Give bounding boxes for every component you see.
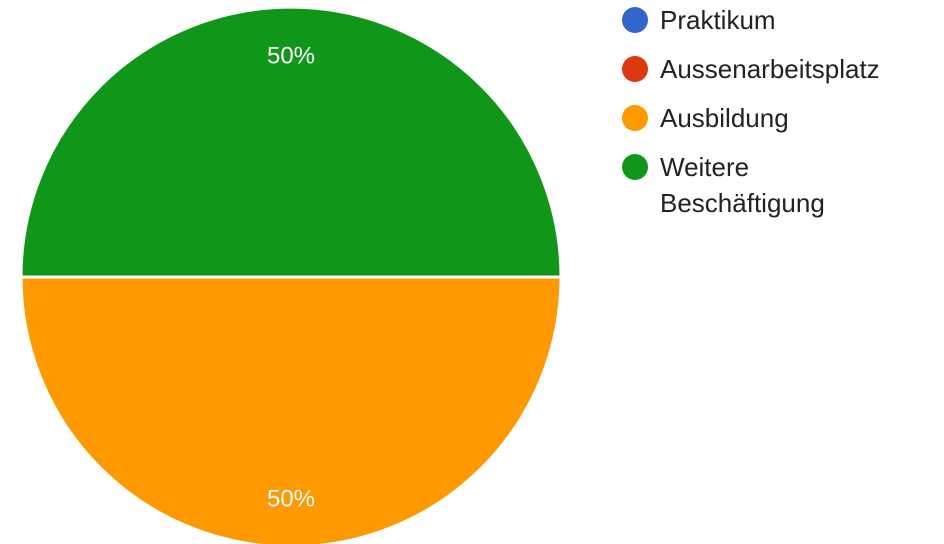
legend-item-praktikum[interactable]: Praktikum: [622, 2, 942, 38]
pie-slice-label-weitere-beschäftigung: 50%: [267, 43, 315, 70]
chart-legend: Praktikum Aussenarbeitsplatz Ausbildung …: [622, 2, 942, 234]
legend-label-praktikum: Praktikum: [660, 5, 776, 35]
pie-slice-ausbildung[interactable]: [19, 275, 563, 544]
legend-item-aussenarbeitsplatz[interactable]: Aussenarbeitsplatz: [622, 51, 942, 87]
legend-swatch-aussenarbeitsplatz: [622, 56, 648, 82]
legend-swatch-weitere-beschaeftigung: [622, 154, 648, 180]
legend-swatch-praktikum: [622, 7, 648, 33]
legend-label-ausbildung: Ausbildung: [660, 103, 789, 133]
legend-label-aussenarbeitsplatz: Aussenarbeitsplatz: [660, 54, 880, 84]
pie-slice-weitere-beschäftigung[interactable]: [19, 5, 563, 279]
legend-item-weitere-beschaeftigung[interactable]: Weitere Beschäftigung: [622, 149, 942, 221]
legend-label-weitere-beschaeftigung: Weitere Beschäftigung: [660, 152, 825, 218]
pie-slice-labels: 50% 50%: [267, 43, 315, 513]
pie-slice-label-ausbildung: 50%: [267, 485, 315, 512]
pie-slices: [19, 5, 563, 544]
legend-item-ausbildung[interactable]: Ausbildung: [622, 100, 942, 136]
pie-chart: 50% 50%: [19, 5, 563, 544]
legend-swatch-ausbildung: [622, 105, 648, 131]
